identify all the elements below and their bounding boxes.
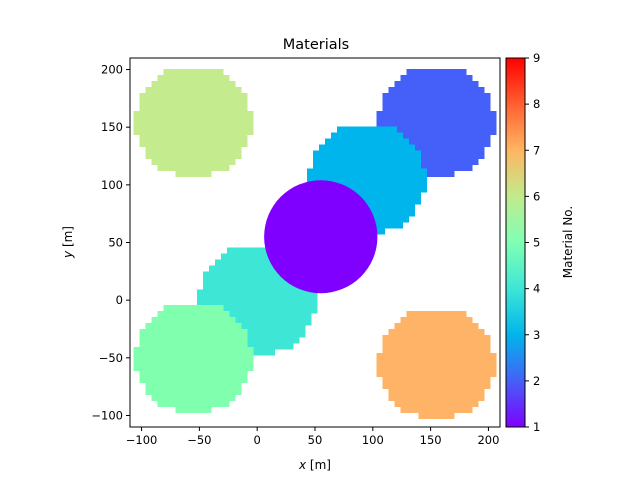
colorbar-tick-label: 8: [533, 97, 540, 111]
y-tick-label: 50: [108, 236, 123, 250]
y-tick-label: 0: [116, 293, 123, 307]
x-axis-var: x: [298, 458, 307, 472]
y-axis-label: y [m]: [61, 226, 75, 259]
x-tick-label: 150: [420, 433, 442, 447]
chart-title: Materials: [283, 37, 349, 53]
colorbar-tick-label: 7: [533, 143, 540, 157]
x-tick-label: 0: [254, 433, 261, 447]
y-tick-label: 200: [101, 63, 123, 77]
y-axis-ticks: −100 −50 0 50 100 150 200: [91, 63, 130, 422]
y-axis-var: y: [61, 250, 75, 259]
x-tick-label: −50: [187, 433, 211, 447]
y-tick-label: −100: [91, 408, 123, 422]
colorbar-label: Material No.: [561, 206, 575, 279]
y-tick-label: 100: [101, 178, 123, 192]
x-tick-label: 100: [362, 433, 384, 447]
material-7-region: [376, 311, 497, 419]
y-tick-label: −50: [99, 351, 123, 365]
colorbar: 1 2 3 4 5 6 7 8 9 Material No.: [505, 51, 575, 434]
colorbar-tick-label: 6: [533, 189, 540, 203]
colorbar-tick-label: 4: [533, 282, 540, 296]
x-axis-unit: [m]: [306, 458, 331, 472]
plot-area: −100 −50 0 50 100 150 200 −100 −50 0 50 100 150 200: [91, 57, 501, 447]
colorbar-tick-label: 3: [533, 328, 540, 342]
x-tick-label: 200: [477, 433, 499, 447]
colorbar-tick-label: 9: [533, 51, 540, 65]
x-axis-label: x [m]: [298, 458, 331, 472]
material-5-region: [133, 305, 254, 414]
x-tick-label: −100: [126, 433, 158, 447]
colorbar-tick-label: 1: [533, 420, 540, 434]
x-tick-label: 50: [308, 433, 323, 447]
x-axis-ticks: −100 −50 0 50 100 150 200: [126, 427, 499, 447]
colorbar-tick-label: 2: [533, 374, 540, 388]
material-1-region: [264, 180, 378, 294]
colorbar-ticks: 1 2 3 4 5 6 7 8 9: [525, 51, 540, 434]
material-6-region: [133, 68, 254, 177]
colorbar-gradient: [505, 57, 526, 428]
colorbar-tick-label: 5: [533, 236, 540, 250]
y-axis-unit: [m]: [61, 226, 75, 251]
material-regions: [133, 68, 497, 419]
y-tick-label: 150: [101, 120, 123, 134]
